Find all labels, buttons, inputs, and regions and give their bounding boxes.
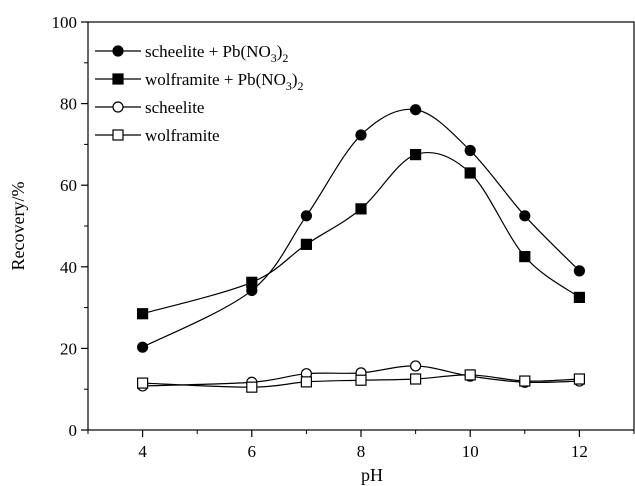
legend-marker-4 bbox=[112, 129, 124, 141]
legend-label-1: scheelite + Pb(NO3)2 bbox=[145, 42, 288, 65]
legend-text: ) bbox=[292, 70, 298, 89]
legend-subscript: 2 bbox=[282, 51, 288, 65]
series-line-2 bbox=[142, 151, 580, 315]
data-point-series-2 bbox=[137, 308, 149, 320]
x-axis-title: pH bbox=[361, 465, 383, 485]
fit-curves bbox=[142, 108, 580, 388]
data-point-series-1 bbox=[300, 210, 312, 222]
data-point-series-2 bbox=[355, 203, 367, 215]
data-point-series-4 bbox=[300, 376, 312, 388]
y-axis-title: Recovery/% bbox=[8, 182, 28, 271]
data-point-series-4 bbox=[573, 373, 586, 385]
legend-text: ) bbox=[277, 42, 283, 61]
data-point-series-1 bbox=[573, 265, 586, 277]
legend-subscript: 2 bbox=[298, 79, 304, 93]
data-point-series-1 bbox=[137, 341, 149, 353]
data-point-series-4 bbox=[246, 381, 258, 393]
data-point-series-1 bbox=[410, 104, 422, 116]
data-point-series-1 bbox=[519, 210, 531, 222]
data-point-series-4 bbox=[519, 375, 531, 387]
data-point-series-4 bbox=[464, 369, 476, 381]
data-point-series-2 bbox=[300, 238, 312, 250]
legend-text: scheelite + Pb(NO bbox=[145, 42, 271, 61]
y-tick-label: 40 bbox=[60, 258, 77, 277]
data-markers bbox=[137, 104, 586, 393]
data-point-series-2 bbox=[246, 276, 258, 288]
axis-tick-labels: 4 6 8 10 12 0 20 40 60 80 100 bbox=[52, 13, 588, 461]
data-point-series-3 bbox=[410, 360, 422, 372]
x-tick-label: 8 bbox=[357, 442, 366, 461]
legend-text: wolframite bbox=[145, 126, 220, 145]
legend-text: scheelite bbox=[145, 98, 204, 117]
data-point-series-1 bbox=[464, 144, 476, 157]
y-tick-label: 100 bbox=[52, 13, 78, 32]
legend-marker-2 bbox=[112, 73, 124, 85]
data-point-series-2 bbox=[519, 251, 531, 263]
data-point-series-2 bbox=[464, 167, 476, 179]
data-point-series-1 bbox=[355, 129, 367, 141]
data-point-series-2 bbox=[573, 291, 586, 303]
x-tick-label: 10 bbox=[462, 442, 479, 461]
legend-label-2: wolframite + Pb(NO3)2 bbox=[145, 70, 304, 93]
x-tick-label: 4 bbox=[138, 442, 147, 461]
y-tick-label: 0 bbox=[69, 421, 78, 440]
y-tick-label: 60 bbox=[60, 176, 77, 195]
y-tick-label: 80 bbox=[60, 95, 77, 114]
data-point-series-4 bbox=[410, 373, 422, 385]
axis-ticks bbox=[81, 21, 635, 437]
series-line-1 bbox=[142, 108, 580, 348]
legend-marker-3 bbox=[112, 101, 124, 113]
x-tick-label: 12 bbox=[571, 442, 588, 461]
data-point-series-4 bbox=[137, 377, 149, 389]
legend-label-4: wolframite bbox=[145, 126, 220, 145]
y-tick-label: 20 bbox=[60, 339, 77, 358]
legend-text: wolframite + Pb(NO bbox=[145, 70, 286, 89]
legend-marker-1 bbox=[112, 45, 124, 57]
x-tick-label: 6 bbox=[248, 442, 257, 461]
legend-label-3: scheelite bbox=[145, 98, 204, 117]
data-point-series-4 bbox=[355, 374, 367, 386]
data-point-series-2 bbox=[410, 149, 422, 161]
legend-subscript: 3 bbox=[271, 51, 277, 65]
legend-subscript: 3 bbox=[286, 79, 292, 93]
